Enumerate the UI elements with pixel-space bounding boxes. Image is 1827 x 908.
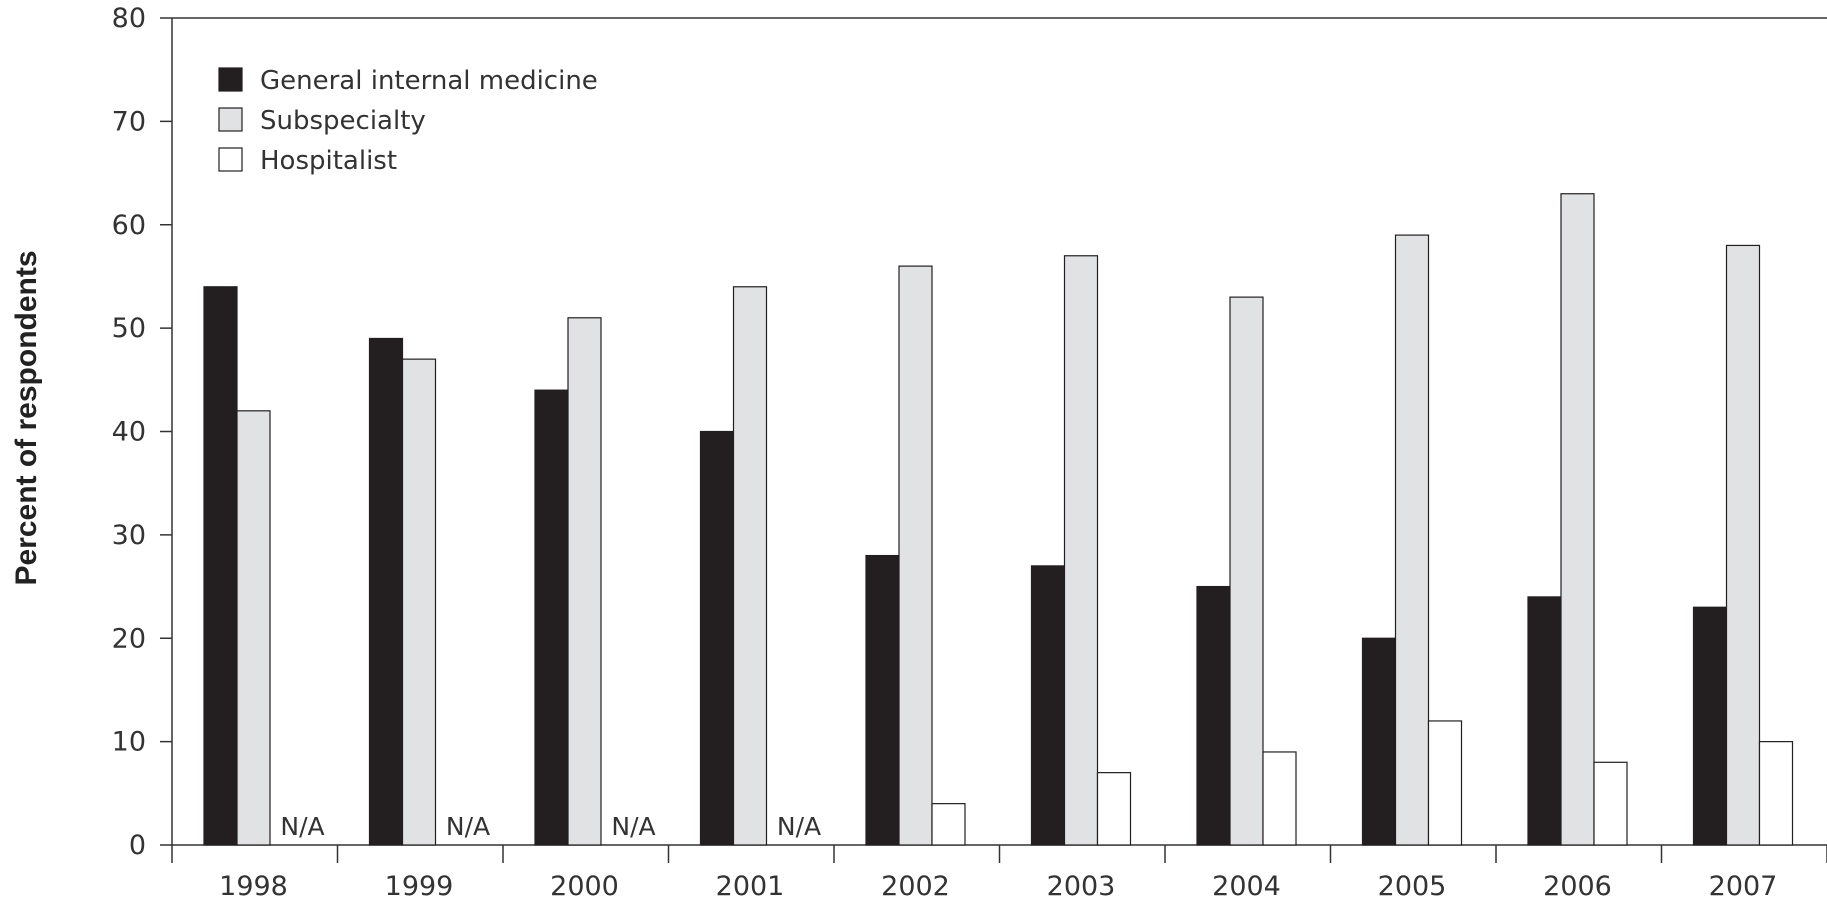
bar-subspecialty bbox=[1063, 255, 1099, 846]
bar-general-internal-medicine bbox=[1196, 585, 1231, 846]
x-tick-label: 2002 bbox=[881, 871, 950, 902]
x-tick-label: 2001 bbox=[716, 871, 785, 902]
bar-general-internal-medicine bbox=[534, 389, 569, 846]
bar-subspecialty bbox=[898, 265, 933, 846]
legend-label: Hospitalist bbox=[260, 146, 397, 176]
y-tick-label: 40 bbox=[112, 417, 146, 448]
bar-general-internal-medicine bbox=[1361, 637, 1397, 846]
bar-general-internal-medicine bbox=[1692, 606, 1728, 846]
y-tick-label: 30 bbox=[112, 520, 146, 551]
na-label: N/A bbox=[611, 812, 655, 841]
bar-subspecialty bbox=[1725, 244, 1761, 846]
bar-general-internal-medicine bbox=[699, 430, 735, 846]
bar-hospitalist bbox=[1427, 720, 1463, 846]
bar-hospitalist bbox=[1593, 761, 1628, 846]
na-label: N/A bbox=[777, 812, 821, 841]
x-tick-label: 2003 bbox=[1047, 871, 1116, 902]
bar-subspecialty bbox=[401, 358, 437, 846]
y-ticks: 0 10 20 30 40 50 60 70 80 bbox=[112, 3, 172, 861]
legend-label: Subspecialty bbox=[260, 106, 426, 136]
bar-hospitalist bbox=[1262, 751, 1297, 846]
legend: General internal medicine Subspecialty Hos… bbox=[218, 66, 598, 176]
x-ticks: 1998 1999 2000 2001 2002 2003 2004 2005 2006 2007 bbox=[171, 845, 1827, 902]
bars bbox=[203, 193, 1794, 846]
x-tick-label: 2007 bbox=[1709, 871, 1778, 902]
na-label: N/A bbox=[280, 812, 324, 841]
bar-general-internal-medicine bbox=[1030, 565, 1066, 846]
bar-general-internal-medicine bbox=[865, 554, 900, 846]
x-tick-label: 2004 bbox=[1212, 871, 1281, 902]
y-tick-label: 80 bbox=[112, 3, 146, 34]
y-tick-label: 70 bbox=[112, 106, 146, 137]
na-label: N/A bbox=[446, 812, 490, 841]
bar-hospitalist bbox=[1096, 772, 1132, 846]
bar-subspecialty bbox=[567, 317, 602, 846]
y-tick-label: 50 bbox=[112, 313, 146, 344]
y-tick-label: 10 bbox=[112, 727, 146, 758]
bar-hospitalist bbox=[1758, 741, 1794, 846]
bar-general-internal-medicine bbox=[368, 337, 404, 846]
y-axis-label: Percent of respondents bbox=[10, 250, 43, 585]
plot-area: 0 10 20 30 40 50 60 70 80 1998 1999 2000 2001 2002 20… bbox=[112, 3, 1827, 902]
x-tick-label: 2005 bbox=[1378, 871, 1447, 902]
bar-subspecialty bbox=[236, 410, 271, 846]
y-tick-label: 0 bbox=[129, 830, 146, 861]
legend-swatch bbox=[218, 147, 243, 172]
legend-label: General internal medicine bbox=[260, 66, 598, 96]
bar-general-internal-medicine bbox=[1527, 596, 1562, 846]
x-tick-label: 1998 bbox=[219, 871, 288, 902]
x-tick-label: 2006 bbox=[1543, 871, 1612, 902]
y-tick-label: 60 bbox=[112, 210, 146, 241]
bar-subspecialty bbox=[732, 286, 768, 846]
bar-subspecialty bbox=[1394, 234, 1430, 846]
legend-swatch bbox=[218, 107, 243, 132]
bar-hospitalist bbox=[931, 803, 966, 846]
bar-general-internal-medicine bbox=[203, 286, 238, 846]
x-tick-label: 2000 bbox=[550, 871, 619, 902]
bar-subspecialty bbox=[1560, 193, 1595, 846]
legend-swatch bbox=[218, 67, 243, 92]
bar-subspecialty bbox=[1229, 296, 1264, 846]
na-labels: N/A N/A N/A N/A bbox=[280, 812, 821, 841]
y-tick-label: 20 bbox=[112, 623, 146, 654]
x-tick-label: 1999 bbox=[385, 871, 454, 902]
